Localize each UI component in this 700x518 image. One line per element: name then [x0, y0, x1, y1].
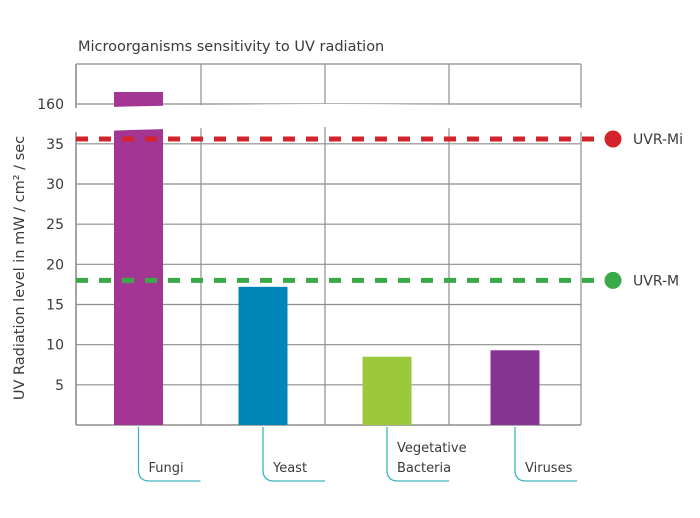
y-tick-label: 25: [46, 217, 64, 233]
reference-marker: [604, 130, 622, 148]
category-label: Bacteria: [397, 461, 451, 476]
reference-line-uvr-mi: UVR-Mi: [76, 130, 683, 148]
y-tick-label: 30: [46, 177, 64, 193]
reference-lines: UVR-Mi UVR-M: [76, 130, 683, 289]
bar-vegetative-bacteria: [362, 356, 412, 425]
reference-line-uvr-m: UVR-M: [76, 271, 679, 289]
y-tick-label: 35: [46, 137, 64, 153]
chart-title: Microorganisms sensitivity to UV radiati…: [78, 39, 384, 55]
category-vegetative-bacteria: Vegetative Bacteria: [386, 427, 467, 482]
category-label: Yeast: [272, 461, 307, 476]
callout-line: [514, 427, 577, 482]
y-tick-label: 160: [37, 97, 64, 113]
callout-line: [262, 427, 325, 482]
bar-yeast: [238, 286, 288, 425]
category-labels: Fungi Yeast Vegetative Bacteria Viruses: [137, 427, 577, 482]
y-axis-label: UV Radiation level in mW / cm² / sec: [12, 136, 28, 400]
break-band: [72, 104, 585, 132]
y-tick-label: 15: [46, 298, 64, 314]
y-tick-label: 5: [55, 378, 64, 394]
category-yeast: Yeast: [262, 427, 325, 482]
bars: [114, 92, 540, 425]
category-viruses: Viruses: [514, 427, 577, 482]
callout-line: [386, 427, 449, 482]
category-fungi: Fungi: [137, 427, 201, 482]
axis-break: [72, 104, 585, 132]
bar-fungi: [114, 92, 163, 425]
y-tick-labels: 5 10 15 20 25 30 35 160: [37, 97, 64, 394]
category-label: Vegetative: [397, 441, 467, 456]
category-label: Fungi: [149, 461, 184, 476]
category-label: Viruses: [525, 461, 573, 476]
callout-line: [137, 427, 201, 482]
bar-viruses: [490, 350, 540, 425]
reference-label: UVR-Mi: [633, 132, 683, 148]
reference-marker: [604, 271, 622, 289]
y-tick-label: 20: [46, 257, 64, 273]
reference-label: UVR-M: [633, 273, 679, 289]
y-tick-label: 10: [46, 338, 64, 354]
